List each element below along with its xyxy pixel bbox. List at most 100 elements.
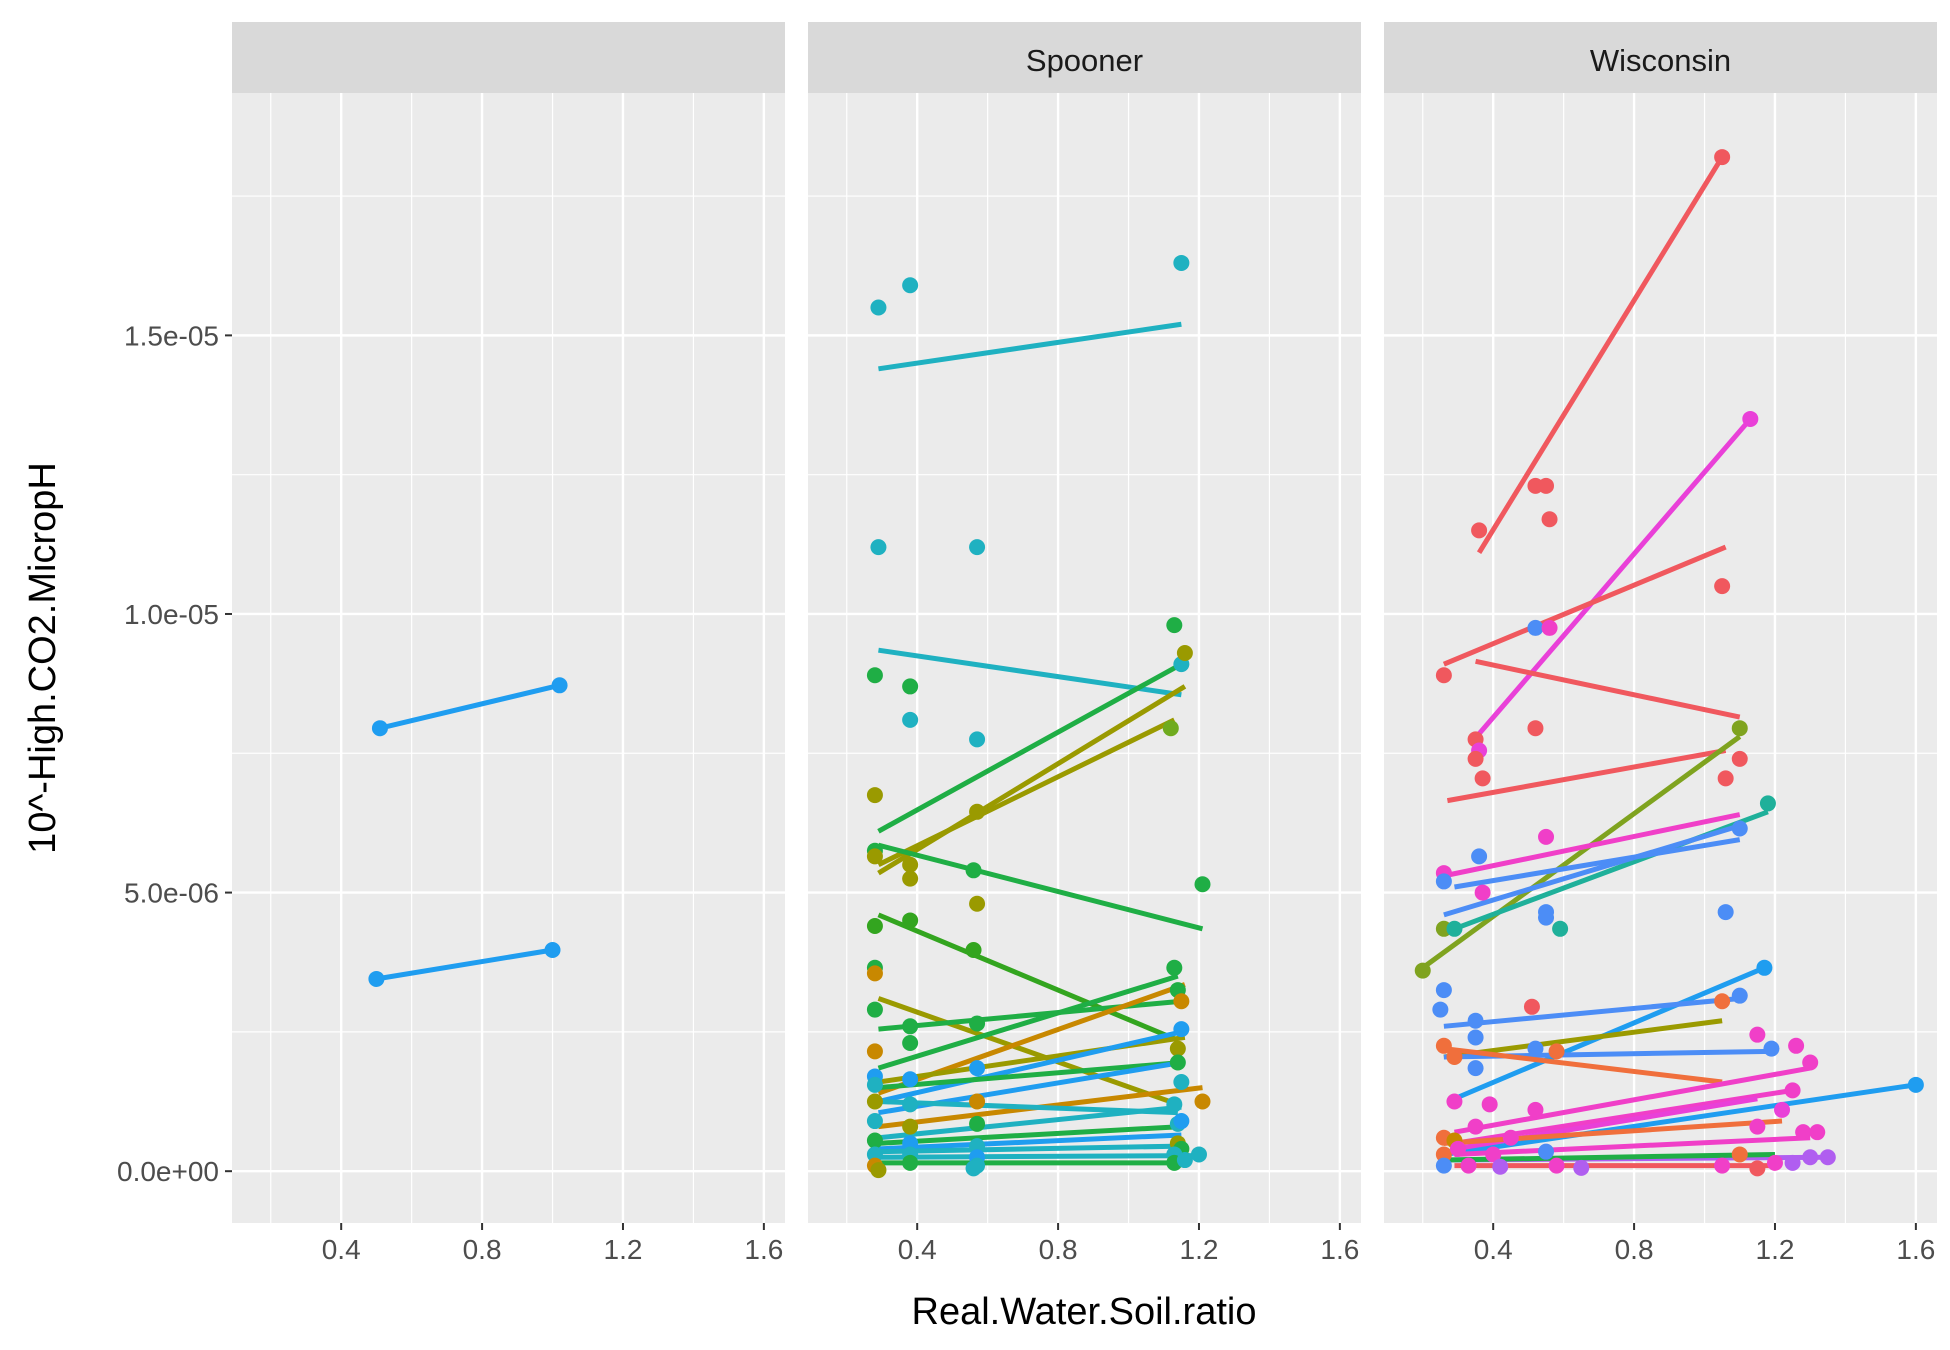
data-point [1467, 1060, 1484, 1077]
data-point [1552, 920, 1569, 937]
fit-line [1477, 417, 1753, 736]
data-point [1173, 993, 1190, 1010]
fit-line [877, 912, 1179, 1043]
data-point [1176, 1152, 1193, 1169]
data-point [902, 1035, 919, 1052]
data-point [1907, 1076, 1924, 1093]
panel-3-x-ticks: 0.4 0.8 1.2 1.6 [1474, 1223, 1935, 1265]
data-point [1527, 720, 1544, 737]
data-point [1717, 904, 1734, 921]
data-point [1467, 1029, 1484, 1046]
data-point [866, 1043, 883, 1060]
data-point [1541, 619, 1558, 636]
data-point [1435, 1037, 1452, 1054]
data-point [1435, 873, 1452, 890]
data-point [866, 1132, 883, 1149]
data-point [1538, 828, 1555, 845]
data-point [1819, 1149, 1836, 1166]
data-point [1717, 770, 1734, 787]
data-point [1166, 617, 1183, 634]
fit-line [1443, 995, 1740, 1029]
data-point [1714, 1157, 1731, 1174]
data-point [1731, 1146, 1748, 1163]
data-point [1435, 1146, 1452, 1163]
panel-3: Wisconsin 0.4 0.8 1.2 1.6 [1384, 22, 1937, 1265]
data-point [371, 720, 388, 737]
data-point [1471, 522, 1488, 539]
data-point [1467, 1012, 1484, 1029]
data-point [902, 1154, 919, 1171]
data-point [1538, 909, 1555, 926]
data-point [866, 1076, 883, 1093]
fit-line [1476, 155, 1725, 554]
data-point [1460, 1157, 1477, 1174]
data-point [1446, 1093, 1463, 1110]
y-tick-label: 5.0e-06 [124, 878, 219, 909]
data-point [902, 277, 919, 294]
panel-2-x-ticks: 0.4 0.8 1.2 1.6 [898, 1223, 1359, 1265]
data-point [1538, 1143, 1555, 1160]
x-tick-label: 0.8 [1039, 1234, 1078, 1265]
data-point [1492, 1158, 1509, 1175]
fit-line [878, 647, 1182, 698]
panel-1-lines [376, 682, 561, 982]
panel-2-points [866, 254, 1211, 1179]
fit-line [1443, 1082, 1917, 1157]
fit-line [877, 661, 1183, 834]
fit-line [878, 1060, 1182, 1091]
data-point [1749, 1160, 1766, 1177]
data-point [1194, 1093, 1211, 1110]
data-point [866, 848, 883, 865]
x-tick-label: 1.2 [1180, 1234, 1219, 1265]
data-point [1784, 1082, 1801, 1099]
data-point [965, 941, 982, 958]
data-point [866, 1001, 883, 1018]
fit-line [878, 1124, 1182, 1146]
fit-line [1442, 544, 1727, 667]
fit-line [1443, 1018, 1723, 1060]
data-point [1474, 884, 1491, 901]
data-point [1446, 1048, 1463, 1065]
data-point [544, 941, 561, 958]
x-axis-title: Real.Water.Soil.ratio [912, 1291, 1257, 1333]
panel-1-strip [232, 22, 785, 93]
data-point [1731, 820, 1748, 837]
data-point [1541, 511, 1558, 528]
data-point [902, 678, 919, 695]
data-point [1788, 1037, 1805, 1054]
data-point [969, 539, 986, 556]
x-tick-label: 0.4 [322, 1234, 361, 1265]
x-tick-label: 0.8 [1615, 1234, 1654, 1265]
data-point [969, 895, 986, 912]
data-point [1449, 1140, 1466, 1157]
x-tick-label: 1.6 [1896, 1234, 1935, 1265]
data-point [866, 1146, 883, 1163]
data-point [1527, 1040, 1544, 1057]
fit-line [379, 682, 561, 731]
panel-3-lines [1421, 155, 1917, 1169]
data-point [1749, 1118, 1766, 1135]
fit-line [1421, 734, 1742, 970]
data-point [1714, 993, 1731, 1010]
data-point [1432, 1001, 1449, 1018]
data-point [368, 970, 385, 987]
data-point [1759, 795, 1776, 812]
panel-1-grid [232, 93, 785, 1223]
data-point [1166, 959, 1183, 976]
y-tick-label: 0.0e+00 [117, 1156, 219, 1187]
data-point [1162, 720, 1179, 737]
data-point [969, 731, 986, 748]
fit-line [877, 996, 1179, 1107]
data-point [902, 1071, 919, 1088]
data-point [870, 539, 887, 556]
panel-1-x-ticks: 0.4 0.8 1.2 1.6 [322, 1223, 783, 1265]
data-point [902, 912, 919, 929]
data-point [1173, 254, 1190, 271]
panel-2-strip-label: Spooner [1026, 43, 1143, 78]
data-point [1194, 876, 1211, 893]
data-point [866, 1093, 883, 1110]
data-point [1502, 1129, 1519, 1146]
fit-line [877, 842, 1204, 932]
y-tick-label: 1.0e-05 [124, 599, 219, 630]
